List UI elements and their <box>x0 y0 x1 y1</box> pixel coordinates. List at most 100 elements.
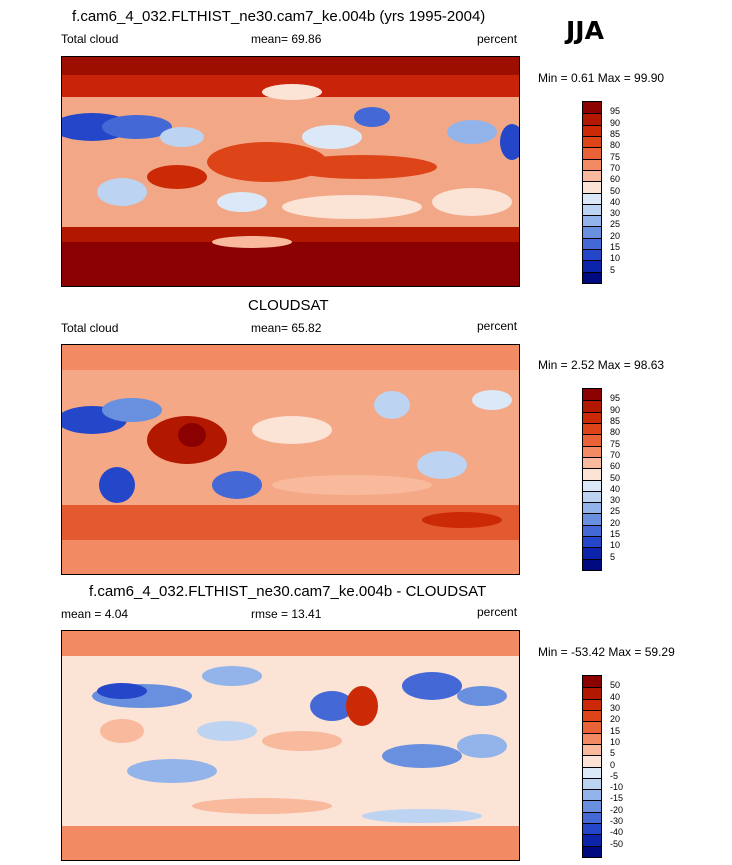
colorbar-tick-label: 15 <box>610 529 621 540</box>
colorbar-tick-label: 30 <box>610 495 621 506</box>
colorbar-tick-label: 80 <box>610 140 621 151</box>
colorbar-box <box>583 834 601 846</box>
colorbar-box <box>583 113 601 125</box>
colorbar-box <box>583 479 601 491</box>
colorbar-box <box>583 389 601 401</box>
colorbar-box <box>583 203 601 216</box>
colorbar-box <box>583 135 601 148</box>
colorbar-box <box>583 524 601 537</box>
colorbar-box <box>583 456 601 469</box>
colorbar-tick-label: 40 <box>610 196 621 207</box>
panel3-map-field <box>62 631 519 860</box>
colorbar-box <box>583 789 601 801</box>
panel3-colorbar <box>582 675 602 858</box>
panel2-title: CLOUDSAT <box>248 297 329 314</box>
colorbar-box <box>583 743 601 756</box>
panel3-mean-label: mean = 4.04 <box>61 607 129 621</box>
season-label: JJA <box>566 16 604 45</box>
colorbar-tick-label: 10 <box>610 736 621 747</box>
colorbar-tick-label: 20 <box>610 714 621 725</box>
colorbar-tick-label: 40 <box>610 483 621 494</box>
colorbar-box <box>583 169 601 182</box>
colorbar-tick-label: 10 <box>610 540 621 551</box>
colorbar-tick-label: 50 <box>610 185 621 196</box>
panel3-title: f.cam6_4_032.FLTHIST_ne30.cam7_ke.004b -… <box>89 583 487 600</box>
colorbar-box <box>583 709 601 722</box>
colorbar-tick-label: -30 <box>610 816 624 827</box>
colorbar-tick-label: 70 <box>610 449 621 460</box>
colorbar-box <box>583 260 601 272</box>
colorbar-tick-label: 75 <box>610 438 621 449</box>
colorbar-box <box>583 823 601 835</box>
panel1-colorbar <box>582 101 602 284</box>
colorbar-tick-label: 15 <box>610 725 621 736</box>
colorbar-box <box>583 445 601 457</box>
colorbar-tick-label: 5 <box>610 264 616 275</box>
colorbar-tick-label: -5 <box>610 770 619 781</box>
colorbar-box <box>583 676 601 688</box>
panel1-left-label: Total cloud <box>61 32 119 46</box>
panel1-minmax: Min = 0.61 Max = 99.90 <box>538 71 665 85</box>
colorbar-tick-label: -15 <box>610 793 624 804</box>
colorbar-box <box>583 400 601 412</box>
colorbar-box <box>583 147 601 159</box>
colorbar-box <box>583 490 601 503</box>
colorbar-box <box>583 536 601 548</box>
colorbar-box <box>583 800 601 812</box>
colorbar-box <box>583 215 601 227</box>
colorbar-box <box>583 124 601 136</box>
colorbar-tick-label: 75 <box>610 151 621 162</box>
colorbar-tick-label: 0 <box>610 759 616 770</box>
panel3-rmse-label: rmse = 13.41 <box>251 607 322 621</box>
panel3-units-label: percent <box>477 605 518 619</box>
colorbar-tick-label: 50 <box>610 680 621 691</box>
colorbar-tick-label: 25 <box>610 506 621 517</box>
colorbar-box <box>583 755 601 767</box>
colorbar-tick-label: 60 <box>610 461 621 472</box>
colorbar-tick-label: 15 <box>610 242 621 253</box>
colorbar-box <box>583 226 601 238</box>
colorbar-tick-label: 20 <box>610 517 621 528</box>
colorbar-box <box>583 158 601 170</box>
colorbar-tick-label: 95 <box>610 393 621 404</box>
colorbar-tick-label: 85 <box>610 415 621 426</box>
colorbar-box <box>583 434 601 446</box>
panel1-units-label: percent <box>477 32 518 46</box>
colorbar-box <box>583 721 601 733</box>
panel2-left-label: Total cloud <box>61 321 119 335</box>
colorbar-tick-label: 85 <box>610 128 621 139</box>
colorbar-tick-label: 5 <box>610 748 616 759</box>
colorbar-tick-label: 70 <box>610 162 621 173</box>
panel1-mean-label: mean= 69.86 <box>251 32 322 46</box>
colorbar-tick-label: 80 <box>610 427 621 438</box>
colorbar-tick-label: 60 <box>610 174 621 185</box>
colorbar-box <box>583 181 601 193</box>
colorbar-tick-label: -40 <box>610 827 624 838</box>
colorbar-tick-label: 90 <box>610 404 621 415</box>
panel1-title: f.cam6_4_032.FLTHIST_ne30.cam7_ke.004b (… <box>72 8 486 25</box>
colorbar-tick-label: 90 <box>610 117 621 128</box>
colorbar-box <box>583 558 601 570</box>
colorbar-tick-label: 20 <box>610 230 621 241</box>
colorbar-box <box>583 237 601 250</box>
panel2-units-label: percent <box>477 319 518 333</box>
colorbar-box <box>583 513 601 525</box>
colorbar-tick-label: 50 <box>610 472 621 483</box>
colorbar-tick-label: 40 <box>610 691 621 702</box>
colorbar-box <box>583 502 601 514</box>
panel1-map-field <box>62 57 519 286</box>
panel2-colorbar <box>582 388 602 571</box>
colorbar-tick-label: 30 <box>610 702 621 713</box>
colorbar-tick-label: 5 <box>610 551 616 562</box>
panel2-map <box>61 344 520 575</box>
panel3-minmax: Min = -53.42 Max = 59.29 <box>538 645 675 659</box>
colorbar-tick-label: 95 <box>610 106 621 117</box>
colorbar-box <box>583 411 601 423</box>
colorbar-tick-label: 25 <box>610 219 621 230</box>
colorbar-box <box>583 468 601 480</box>
colorbar-box <box>583 777 601 790</box>
colorbar-box <box>583 102 601 114</box>
colorbar-tick-label: -50 <box>610 838 624 849</box>
colorbar-box <box>583 732 601 744</box>
colorbar-box <box>583 547 601 559</box>
